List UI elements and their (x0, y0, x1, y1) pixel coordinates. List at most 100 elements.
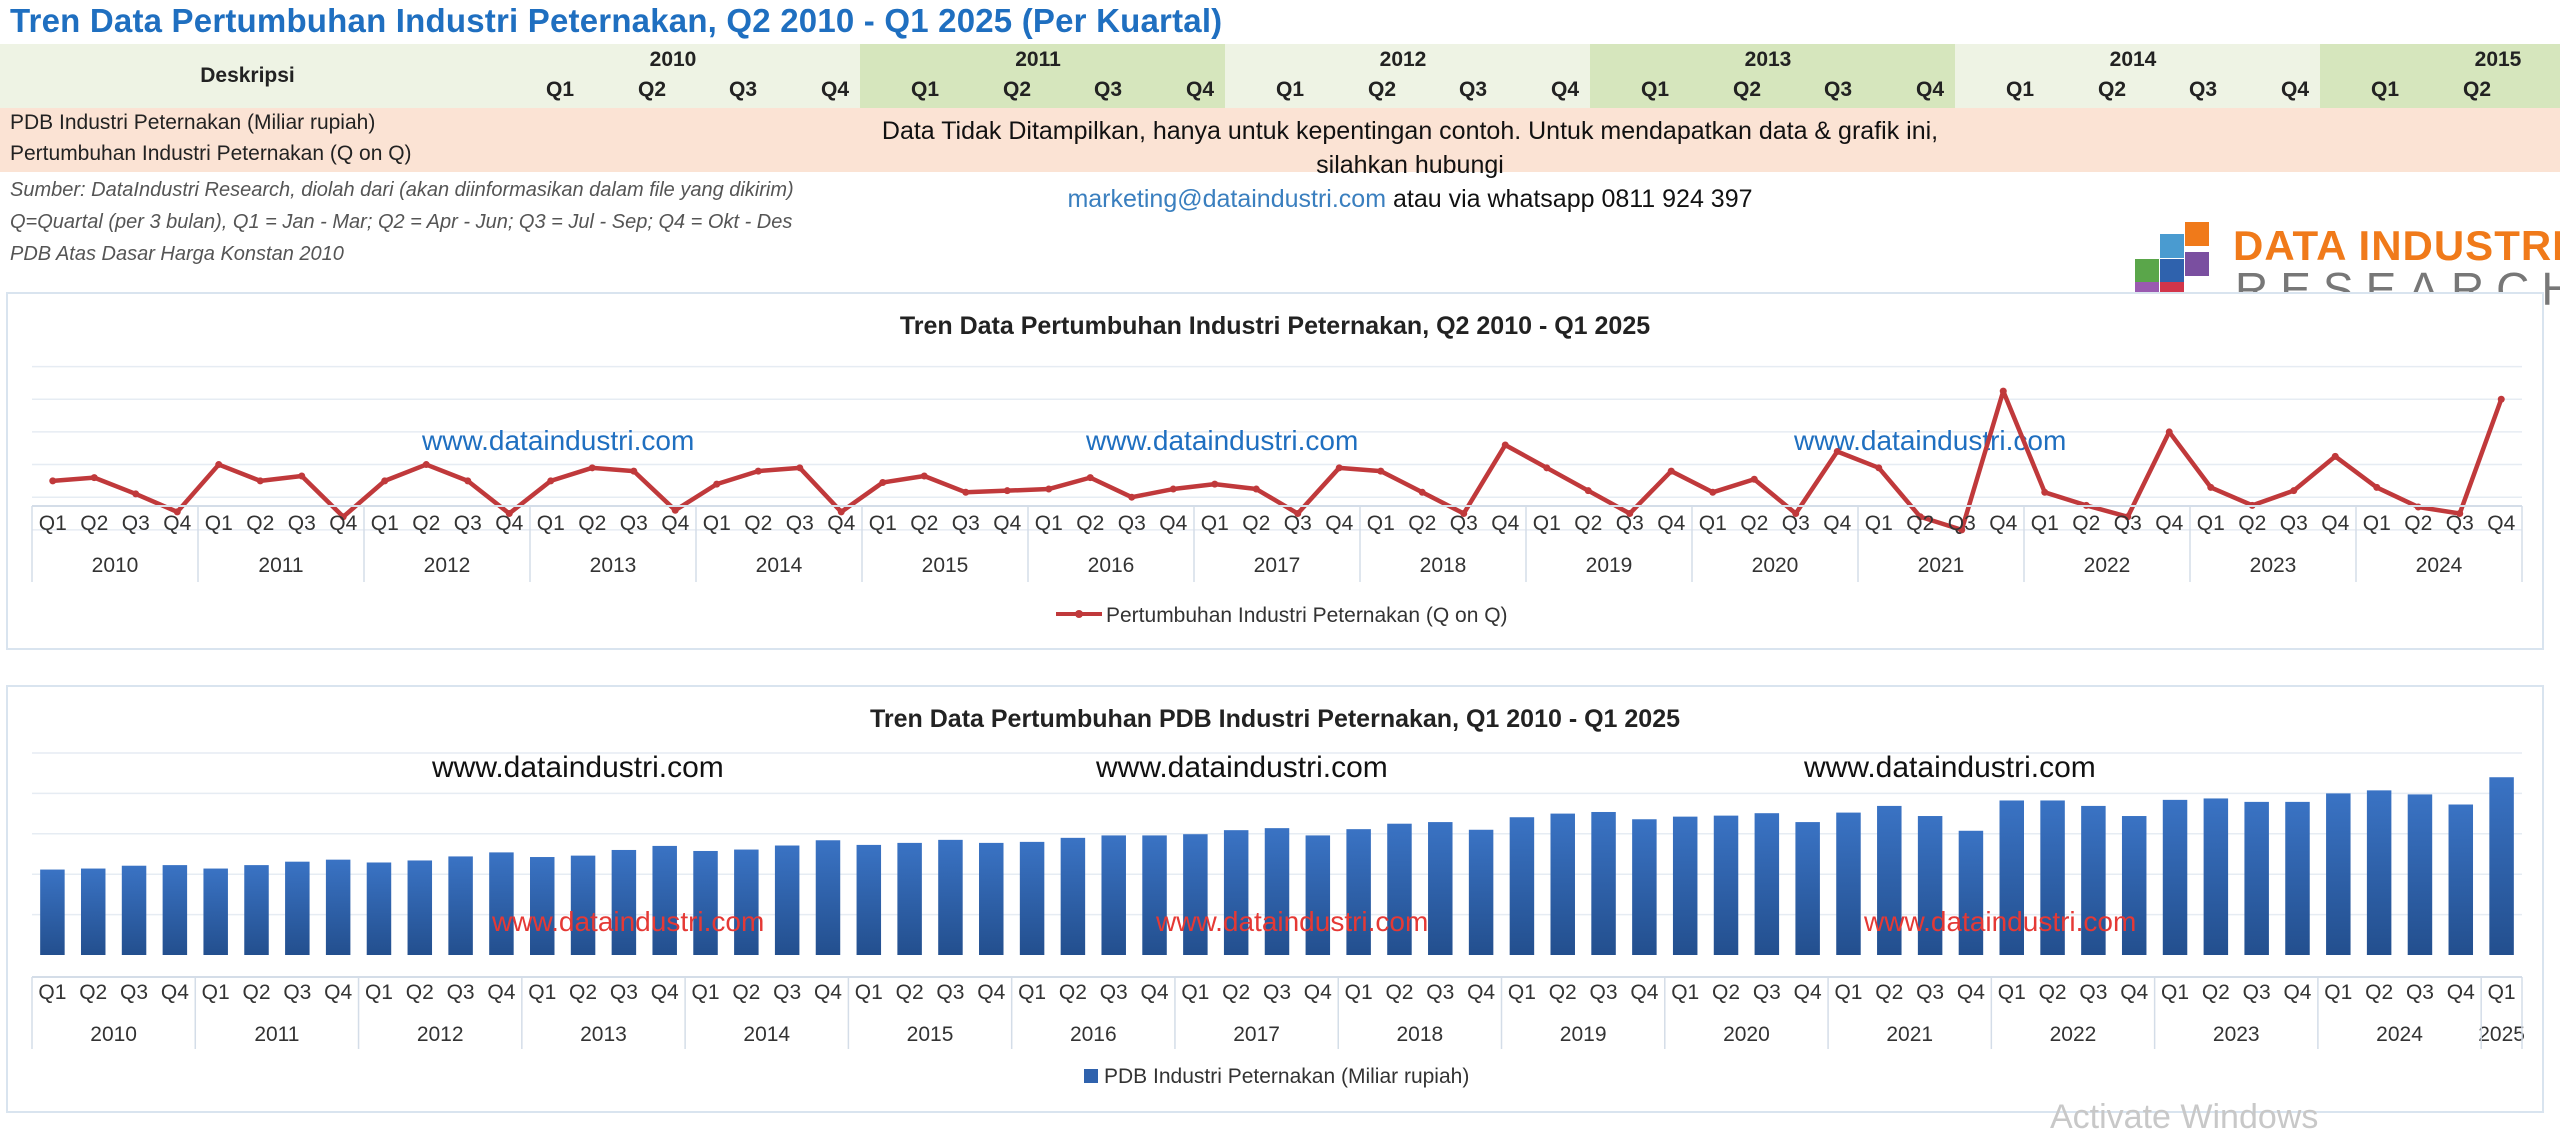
growth-point (1667, 467, 1675, 475)
x-tick-label: Q2 (1222, 981, 1250, 1004)
pdb-bar (2203, 798, 2229, 955)
table-quarter-2013-Q4: Q4 (1915, 78, 1945, 101)
x-tick-label: Q1 (1181, 981, 1209, 1004)
growth-point (1750, 475, 1758, 483)
x-tick-label: Q1 (703, 512, 731, 535)
pdb-bar (1264, 828, 1290, 955)
x-tick-label: Q3 (1590, 981, 1618, 1004)
x-tick-label: Q2 (2238, 512, 2266, 535)
growth-point (547, 477, 555, 485)
pdb-bar (693, 850, 718, 955)
contact-email-link[interactable]: marketing@dataindustri.com (1067, 185, 1387, 213)
x-year-label: 2018 (1420, 554, 1467, 577)
x-tick-label: Q4 (2120, 981, 2148, 1004)
growth-point (1792, 510, 1800, 518)
table-year-2011: 2011 (1015, 48, 1061, 71)
growth-point (215, 461, 223, 469)
table-year-2015: 2015 (2474, 48, 2522, 71)
x-tick-label: Q2 (1059, 981, 1087, 1004)
x-tick-label: Q3 (1753, 981, 1781, 1004)
x-tick-label: Q1 (2324, 981, 2352, 1004)
legend-line-label: Pertumbuhan Industri Peternakan (Q on Q) (1106, 604, 1508, 627)
pdb-bar (40, 869, 65, 955)
x-tick-label: Q3 (2280, 512, 2308, 535)
x-tick-label: Q3 (2079, 981, 2107, 1004)
x-tick-label: Q4 (993, 512, 1021, 535)
x-tick-label: Q1 (692, 981, 720, 1004)
growth-point (256, 477, 264, 485)
x-tick-label: Q1 (1201, 512, 1229, 535)
pdb-bar (1632, 819, 1657, 955)
growth-point (422, 461, 430, 469)
x-year-label: 2010 (90, 1023, 137, 1046)
watermark-text: www.dataindustri.com (1803, 751, 2096, 784)
logo-squares-icon (2135, 222, 2210, 306)
table-year-2014: 2014 (2109, 48, 2157, 71)
x-tick-label: Q3 (1263, 981, 1291, 1004)
x-tick-label: Q1 (2161, 981, 2189, 1004)
x-tick-label: Q4 (1159, 512, 1187, 535)
growth-point (1875, 464, 1883, 472)
x-tick-label: Q1 (205, 512, 233, 535)
x-tick-label: Q4 (661, 512, 689, 535)
note-source: Sumber: DataIndustri Research, diolah da… (10, 179, 794, 201)
x-tick-label: Q2 (79, 981, 107, 1004)
x-tick-label: Q3 (952, 512, 980, 535)
x-tick-label: Q3 (1948, 512, 1976, 535)
growth-point (298, 472, 306, 480)
x-year-label: 2017 (1233, 1023, 1280, 1046)
x-tick-label: Q2 (1906, 512, 1934, 535)
x-tick-label: Q2 (1076, 512, 1104, 535)
table-year-2013: 2013 (1744, 48, 1792, 71)
legend-bar-label: PDB Industri Peternakan (Miliar rupiah) (1104, 1065, 1469, 1088)
growth-series-line (52, 388, 2504, 533)
table-quarter-2014-Q3: Q3 (2188, 78, 2218, 101)
pdb-bar-chart: Tren Data Pertumbuhan PDB Industri Peter… (6, 685, 2544, 1113)
x-tick-label: Q2 (2072, 512, 2100, 535)
x-tick-label: Q2 (2039, 981, 2067, 1004)
x-tick-label: Q1 (1998, 981, 2026, 1004)
x-tick-label: Q4 (827, 512, 855, 535)
table-quarter-2015-Q2: Q2 (2462, 78, 2492, 101)
notice-line-1: Data Tidak Ditampilkan, hanya untuk kepe… (881, 117, 1939, 179)
table-quarter-2012-Q2: Q2 (1367, 78, 1397, 101)
growth-point (671, 506, 679, 514)
x-tick-label: Q1 (528, 981, 556, 1004)
pdb-bar (1917, 816, 1943, 955)
x-year-label: 2010 (92, 554, 139, 577)
pdb-bar (652, 845, 677, 955)
x-tick-label: Q1 (39, 512, 67, 535)
x-tick-label: Q3 (773, 981, 801, 1004)
pdb-bar (897, 842, 922, 955)
x-tick-label: Q3 (1450, 512, 1478, 535)
note-price-base: PDB Atas Dasar Harga Konstan 2010 (10, 243, 344, 265)
pdb-bar (366, 862, 392, 955)
x-tick-label: Q1 (1533, 512, 1561, 535)
x-year-label: 2013 (590, 554, 637, 577)
x-tick-label: Q3 (2406, 981, 2434, 1004)
x-year-label: 2017 (1254, 554, 1301, 577)
growth-point (339, 513, 347, 521)
x-year-label: 2023 (2213, 1023, 2260, 1046)
pdb-bar (530, 857, 555, 955)
table-quarter-2011-Q3: Q3 (1093, 78, 1123, 101)
x-tick-label: Q3 (1118, 512, 1146, 535)
x-tick-label: Q1 (2197, 512, 2225, 535)
x-tick-label: Q4 (2321, 512, 2349, 535)
x-tick-label: Q1 (1018, 981, 1046, 1004)
year-band-2015 (2320, 44, 2560, 108)
logo-title: DATA INDUSTRI (2233, 222, 2560, 269)
table-quarter-2012-Q4: Q4 (1550, 78, 1580, 101)
x-tick-label: Q3 (1284, 512, 1312, 535)
x-tick-label: Q1 (1865, 512, 1893, 535)
pdb-bar (203, 868, 228, 955)
year-band-2012 (1225, 44, 1590, 108)
x-tick-label: Q1 (202, 981, 230, 1004)
x-tick-label: Q1 (371, 512, 399, 535)
pdb-bar (407, 860, 433, 955)
x-year-label: 2021 (1918, 554, 1965, 577)
pdb-bar (2121, 816, 2147, 955)
growth-point (1501, 441, 1509, 449)
pdb-bar (1509, 817, 1535, 955)
page-title: Tren Data Pertumbuhan Industri Peternaka… (10, 2, 1223, 39)
